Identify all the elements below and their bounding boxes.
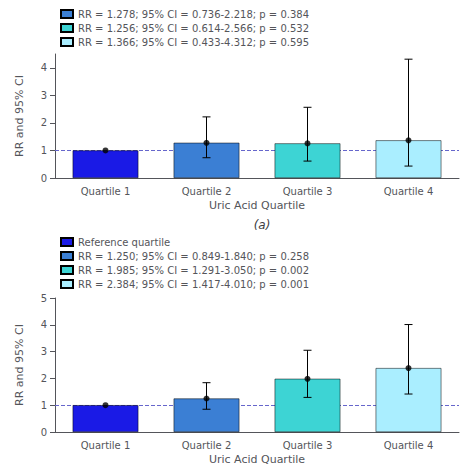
svg-text:Quartile 3: Quartile 3: [283, 186, 333, 197]
svg-text:1: 1: [41, 145, 47, 156]
svg-text:2: 2: [41, 117, 47, 128]
svg-text:RR and 95% CI: RR and 95% CI: [13, 324, 26, 406]
svg-text:RR = 1.250; 95% CI = 0.849-1.8: RR = 1.250; 95% CI = 0.849-1.840; p = 0.…: [78, 251, 309, 262]
svg-text:Quartile 4: Quartile 4: [384, 186, 434, 197]
svg-text:4: 4: [41, 319, 47, 330]
svg-text:Quartile 1: Quartile 1: [81, 186, 131, 197]
svg-text:4: 4: [41, 62, 47, 73]
svg-text:Reference quartile: Reference quartile: [78, 237, 170, 248]
svg-text:RR = 1.985; 95% CI = 1.291-3.0: RR = 1.985; 95% CI = 1.291-3.050; p = 0.…: [78, 265, 309, 276]
svg-text:Quartile 3: Quartile 3: [283, 440, 333, 451]
svg-text:2: 2: [41, 373, 47, 384]
svg-text:RR = 1.366; 95% CI = 0.433-4.3: RR = 1.366; 95% CI = 0.433-4.312; p = 0.…: [78, 37, 309, 48]
svg-text:0: 0: [41, 427, 47, 438]
svg-text:3: 3: [41, 90, 47, 101]
svg-text:RR and 95% CI: RR and 95% CI: [13, 75, 26, 157]
svg-text:Uric Acid Quartile: Uric Acid Quartile: [209, 453, 305, 466]
svg-text:Quartile 4: Quartile 4: [384, 440, 434, 451]
svg-text:Quartile 1: Quartile 1: [81, 440, 131, 451]
svg-text:3: 3: [41, 346, 47, 357]
svg-text:1: 1: [41, 400, 47, 411]
svg-text:Uric Acid Quartile: Uric Acid Quartile: [209, 199, 305, 212]
svg-text:0: 0: [41, 173, 47, 184]
svg-text:RR = 1.278; 95% CI = 0.736-2.2: RR = 1.278; 95% CI = 0.736-2.218; p = 0.…: [78, 9, 309, 20]
svg-text:Quartile 2: Quartile 2: [182, 440, 232, 451]
svg-text:RR = 1.256; 95% CI = 0.614-2.5: RR = 1.256; 95% CI = 0.614-2.566; p = 0.…: [78, 23, 309, 34]
svg-text:(a): (a): [254, 218, 271, 232]
svg-text:Quartile 2: Quartile 2: [182, 186, 232, 197]
svg-text:RR = 2.384; 95% CI = 1.417-4.0: RR = 2.384; 95% CI = 1.417-4.010; p = 0.…: [78, 279, 309, 290]
svg-text:5: 5: [41, 293, 47, 304]
